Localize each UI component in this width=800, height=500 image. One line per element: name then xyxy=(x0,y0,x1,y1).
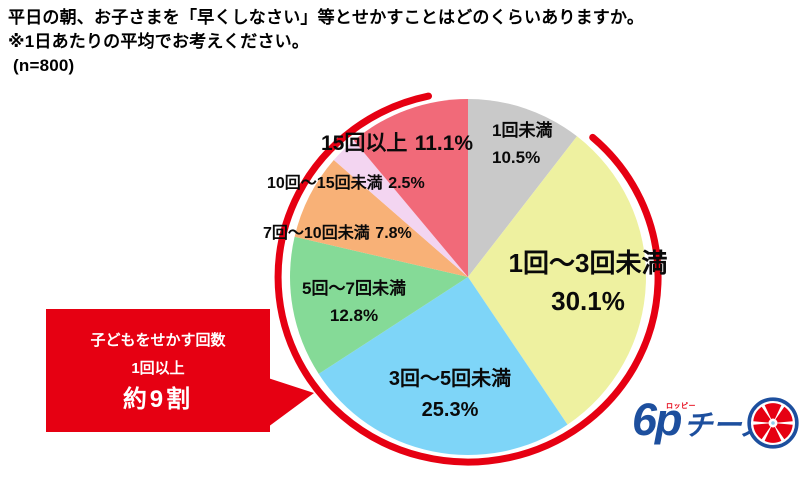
title-line-2: ※1日あたりの平均でお考えください。 xyxy=(8,32,310,51)
segment-label: 3回〜5回未満 xyxy=(388,368,512,390)
title-line-1: 平日の朝、お子さまを「早くしなさい」等とせかすことはどのくらいありますか。 xyxy=(8,8,645,27)
logo-ruby-text: ロッピー xyxy=(666,403,696,410)
segment-value: 11.1% xyxy=(414,132,474,155)
pie-segment-1 xyxy=(468,136,646,425)
pie-segment-0 xyxy=(468,99,577,277)
wheel-center-dot xyxy=(771,421,775,425)
callout-box: 子どもをせかす回数 1回以上 約9割 xyxy=(46,309,270,432)
segment-label: 15回以上 xyxy=(321,132,408,155)
segment-value: 25.3% xyxy=(421,399,479,421)
pie-segment-5 xyxy=(333,140,468,277)
label-under-1: 1回未満 10.5% xyxy=(492,117,552,171)
segment-label: 1回〜3回未満 xyxy=(508,248,668,278)
cheese-wheel-icon xyxy=(747,397,799,449)
segment-value: 2.5% xyxy=(388,175,425,192)
label-3-to-5: 3回〜5回未満 25.3% xyxy=(389,364,511,426)
pie-segment-4 xyxy=(294,160,468,277)
label-7-to-10: 7回〜10回未満 7.8% xyxy=(263,219,412,243)
callout-line-3: 約9割 xyxy=(122,386,194,413)
label-1-to-3: 1回〜3回未満 30.1% xyxy=(509,244,668,320)
segment-value: 12.8% xyxy=(329,306,379,325)
question-title: 平日の朝、お子さまを「早くしなさい」等とせかすことはどのくらいありますか。 ※1… xyxy=(8,6,644,78)
label-5-to-7: 5回〜7回未満 12.8% xyxy=(302,275,406,329)
wheel-wedges xyxy=(753,403,793,443)
pie-segment-2 xyxy=(318,277,568,455)
segment-value: 7.8% xyxy=(375,225,412,242)
segment-label: 5回〜7回未満 xyxy=(302,279,406,298)
red-circle-highlight xyxy=(274,92,662,466)
label-15-plus: 15回以上 11.1% xyxy=(321,127,473,157)
brand-logo: ロッピー 6p チーズ xyxy=(632,394,800,454)
pie-segments xyxy=(290,99,646,455)
segment-value: 30.1% xyxy=(551,286,625,316)
label-10-to-15: 10回〜15回未満 2.5% xyxy=(267,169,425,193)
logo-6p-text: 6p xyxy=(632,394,682,445)
sample-size: (n=800) xyxy=(13,56,75,75)
callout-line-2: 1回以上 xyxy=(131,360,185,377)
segment-value: 10.5% xyxy=(492,148,541,167)
segment-label: 1回未満 xyxy=(492,121,553,140)
pie-segment-3 xyxy=(290,236,468,374)
segment-label: 7回〜10回未満 xyxy=(263,225,370,242)
callout-pointer xyxy=(268,378,314,427)
callout-line-1: 子どもをせかす回数 xyxy=(90,332,226,349)
segment-label: 10回〜15回未満 xyxy=(267,175,383,192)
pie-segment-6 xyxy=(353,99,468,277)
